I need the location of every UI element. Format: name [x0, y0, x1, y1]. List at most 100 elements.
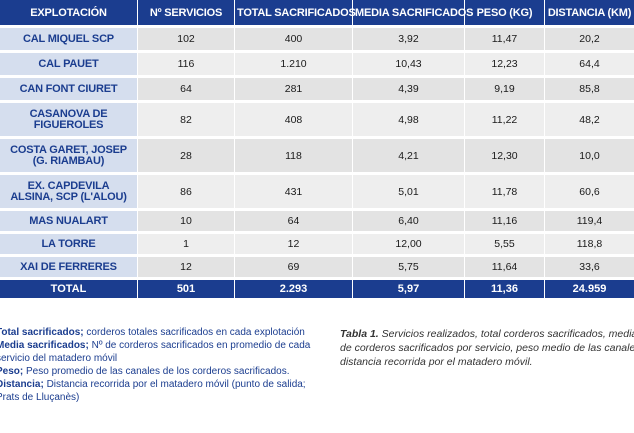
table-row: CAL PAUET 116 1.210 10,43 12,23 64,4	[0, 50, 634, 75]
caption-line: de corderos sacrificados por servicio, p…	[340, 342, 634, 354]
row-distancia: 10,0	[544, 136, 634, 172]
row-peso: 12,30	[464, 136, 544, 172]
header-peso: PESO (KG)	[464, 0, 544, 25]
header-distancia: DISTANCIA (KM)	[544, 0, 634, 25]
row-servicios: 64	[137, 75, 234, 100]
row-total: 431	[234, 172, 352, 208]
note-text: corderos totales sacrificados en cada ex…	[83, 327, 305, 338]
row-name: LA TORRE	[0, 231, 137, 254]
total-peso: 11,36	[464, 277, 544, 298]
row-media: 4,98	[352, 100, 464, 136]
note-text: Distancia recorrida por el matadero móvi…	[0, 379, 306, 403]
header-media-sacrificados: MEDIA SACRIFICADOS	[352, 0, 473, 25]
row-peso: 5,55	[464, 231, 544, 254]
row-total: 118	[234, 136, 352, 172]
note-term: Distancia;	[0, 379, 44, 390]
note-item: Media sacrificados; Nº de corderos sacri…	[0, 339, 316, 365]
note-term: Media sacrificados;	[0, 340, 89, 351]
row-name: CAL MIQUEL SCP	[0, 25, 137, 50]
row-distancia: 33,6	[544, 254, 634, 277]
row-name-line: COSTA GARET, JOSEP (G. RIAMBAU)	[10, 143, 127, 167]
note-item: Peso; Peso promedio de las canales de lo…	[0, 365, 316, 378]
total-label: TOTAL	[0, 277, 137, 298]
table-row: LA TORRE 1 12 12,00 5,55 118,8	[0, 231, 634, 254]
note-item: Distancia; Distancia recorrida por el ma…	[0, 378, 316, 404]
row-distancia: 60,6	[544, 172, 634, 208]
row-peso: 11,78	[464, 172, 544, 208]
row-media: 6,40	[352, 208, 464, 231]
data-table-container: EXPLOTACIÓN Nº SERVICIOS TOTAL SACRIFICA…	[0, 0, 634, 298]
table-row: EX. CAPDEVILA ALSINA, SCP (L'ALOU) 86 43…	[0, 172, 634, 208]
total-distancia: 24.959	[544, 277, 634, 298]
row-media: 4,21	[352, 136, 464, 172]
row-total: 1.210	[234, 50, 352, 75]
row-servicios: 102	[137, 25, 234, 50]
row-media: 10,43	[352, 50, 464, 75]
header-explotacion: EXPLOTACIÓN	[0, 0, 137, 25]
table-row: CASANOVA DE FIGUEROLES 82 408 4,98 11,22…	[0, 100, 634, 136]
row-name: CAL PAUET	[0, 50, 137, 75]
table-row: CAL MIQUEL SCP 102 400 3,92 11,47 20,2	[0, 25, 634, 50]
table-row: XAI DE FERRERES 12 69 5,75 11,64 33,6	[0, 254, 634, 277]
row-name-line: EX. CAPDEVILA ALSINA, SCP (L'ALOU)	[10, 179, 127, 203]
note-text: Peso promedio de las canales de los cord…	[23, 366, 290, 377]
row-total: 281	[234, 75, 352, 100]
table-header-row: EXPLOTACIÓN Nº SERVICIOS TOTAL SACRIFICA…	[0, 0, 634, 25]
row-name: CASANOVA DE FIGUEROLES	[0, 100, 137, 136]
caption-line: distancia recorrida por el matadero móvi…	[340, 356, 533, 368]
note-text: Nº de corderos sacrificados en promedio …	[0, 340, 311, 364]
total-sacrificados: 2.293	[234, 277, 352, 298]
row-total: 408	[234, 100, 352, 136]
row-servicios: 12	[137, 254, 234, 277]
row-servicios: 116	[137, 50, 234, 75]
row-distancia: 118,8	[544, 231, 634, 254]
row-servicios: 10	[137, 208, 234, 231]
row-distancia: 64,4	[544, 50, 634, 75]
row-name: MAS NUALART	[0, 208, 137, 231]
total-servicios: 501	[137, 277, 234, 298]
row-total: 400	[234, 25, 352, 50]
row-total: 64	[234, 208, 352, 231]
row-servicios: 1	[137, 231, 234, 254]
row-name: CAN FONT CIURET	[0, 75, 137, 100]
row-peso: 11,64	[464, 254, 544, 277]
table-row: CAN FONT CIURET 64 281 4,39 9,19 85,8	[0, 75, 634, 100]
row-distancia: 119,4	[544, 208, 634, 231]
row-distancia: 85,8	[544, 75, 634, 100]
row-total: 69	[234, 254, 352, 277]
row-servicios: 28	[137, 136, 234, 172]
note-item: Total sacrificados; corderos totales sac…	[0, 326, 316, 339]
row-peso: 11,16	[464, 208, 544, 231]
header-total-sacrificados: TOTAL SACRIFICADOS	[234, 0, 356, 25]
note-term: Total sacrificados;	[0, 327, 84, 338]
row-distancia: 20,2	[544, 25, 634, 50]
row-peso: 9,19	[464, 75, 544, 100]
row-media: 3,92	[352, 25, 464, 50]
table-caption: Tabla 1. Servicios realizados, total cor…	[340, 327, 634, 369]
row-servicios: 86	[137, 172, 234, 208]
row-name: XAI DE FERRERES	[0, 254, 137, 277]
row-peso: 11,47	[464, 25, 544, 50]
total-media: 5,97	[352, 277, 464, 298]
row-media: 4,39	[352, 75, 464, 100]
header-servicios: Nº SERVICIOS	[137, 0, 234, 25]
row-media: 12,00	[352, 231, 464, 254]
row-total: 12	[234, 231, 352, 254]
services-table: EXPLOTACIÓN Nº SERVICIOS TOTAL SACRIFICA…	[0, 0, 634, 298]
row-media: 5,01	[352, 172, 464, 208]
row-peso: 11,22	[464, 100, 544, 136]
row-peso: 12,23	[464, 50, 544, 75]
caption-text: Servicios realizados, total corderos sac…	[378, 328, 634, 340]
row-servicios: 82	[137, 100, 234, 136]
row-name: COSTA GARET, JOSEP (G. RIAMBAU)	[0, 136, 137, 172]
caption-line: Tabla 1. Servicios realizados, total cor…	[340, 327, 634, 341]
table-total-row: TOTAL 501 2.293 5,97 11,36 24.959	[0, 277, 634, 298]
table-row: MAS NUALART 10 64 6,40 11,16 119,4	[0, 208, 634, 231]
note-term: Peso;	[0, 366, 24, 377]
row-media: 5,75	[352, 254, 464, 277]
row-name: EX. CAPDEVILA ALSINA, SCP (L'ALOU)	[0, 172, 137, 208]
table-notes: Total sacrificados; corderos totales sac…	[0, 326, 316, 404]
row-distancia: 48,2	[544, 100, 634, 136]
caption-label: Tabla 1.	[340, 328, 379, 340]
table-row: COSTA GARET, JOSEP (G. RIAMBAU) 28 118 4…	[0, 136, 634, 172]
